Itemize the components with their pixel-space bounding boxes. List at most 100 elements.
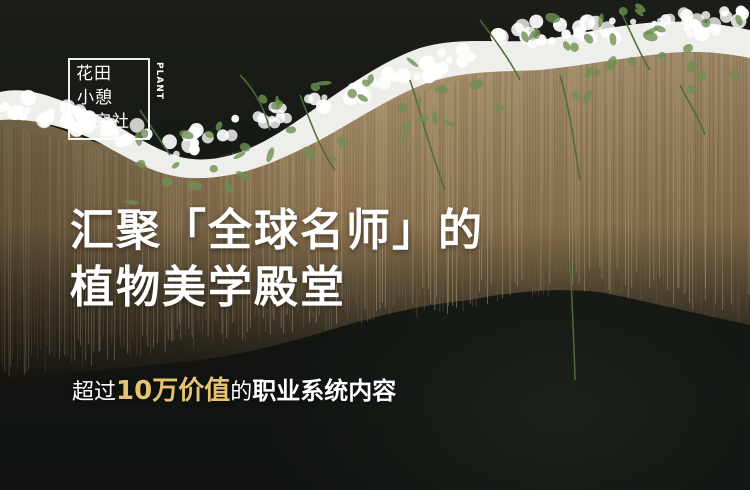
white-bloom	[456, 42, 471, 57]
green-leaf	[521, 31, 529, 43]
green-leaf	[398, 132, 410, 142]
headline-line2: 植物美学殿堂	[70, 262, 346, 313]
logo-text-line3: 研究社	[76, 112, 130, 132]
white-bloom	[419, 55, 436, 72]
brand-logo: 花田 小憩 研究社	[68, 58, 150, 140]
white-bloom	[527, 37, 539, 49]
white-bloom	[268, 115, 276, 123]
subtitle-prefix: 超过	[72, 380, 117, 405]
white-bloom	[456, 54, 469, 68]
green-leaf	[584, 66, 594, 79]
green-leaf	[417, 115, 429, 123]
subtitle-highlight: 10万价值	[116, 376, 231, 406]
green-leaf	[124, 200, 140, 205]
green-leaf	[583, 33, 594, 44]
green-leaf	[134, 161, 147, 169]
white-bloom	[608, 17, 616, 25]
green-leaf	[570, 42, 579, 52]
green-leaf	[239, 142, 251, 152]
subtitle: 超过10万价值的职业系统内容	[72, 376, 396, 408]
white-bloom	[384, 70, 397, 82]
green-leaf	[701, 18, 711, 28]
headline-line1: 汇聚「全球名师」的	[70, 205, 484, 256]
green-leaf	[416, 97, 422, 106]
white-bloom	[686, 30, 694, 38]
white-bloom	[59, 113, 75, 128]
green-leaf	[310, 82, 320, 92]
green-leaf	[179, 130, 194, 140]
green-leaf	[302, 146, 316, 159]
green-leaf	[347, 88, 357, 99]
green-leaf	[162, 177, 173, 188]
green-leaf	[236, 171, 250, 180]
green-leaf	[266, 147, 275, 163]
green-leaf	[635, 3, 646, 13]
white-bloom	[437, 48, 446, 58]
green-leaf	[686, 84, 696, 94]
green-leaf	[598, 13, 604, 28]
green-leaf	[367, 74, 374, 84]
white-bloom	[413, 73, 422, 81]
green-leaf	[406, 57, 419, 67]
white-bloom	[629, 18, 637, 25]
green-leaf	[330, 155, 338, 163]
white-bloom	[445, 56, 453, 64]
white-bloom	[693, 25, 710, 42]
green-leaf	[682, 43, 693, 53]
white-bloom	[23, 107, 31, 115]
white-bloom	[435, 61, 449, 75]
white-bloom	[80, 117, 96, 133]
green-leaf	[697, 70, 707, 81]
white-flower-ridge	[0, 21, 750, 179]
white-bloom	[548, 36, 557, 45]
green-leaf	[171, 161, 180, 169]
green-leaf	[258, 94, 268, 104]
green-leaf	[432, 110, 438, 126]
green-leaf	[562, 41, 571, 51]
white-bloom	[20, 89, 37, 106]
white-bloom	[656, 17, 664, 25]
green-leaf	[583, 89, 593, 104]
white-bloom	[466, 51, 477, 62]
green-leaf	[728, 71, 741, 80]
green-leaf	[337, 136, 347, 148]
green-leaf	[642, 30, 658, 42]
white-bloom	[190, 138, 200, 148]
white-bloom	[59, 99, 76, 116]
white-bloom	[579, 14, 596, 31]
green-leaf	[528, 28, 538, 40]
green-leaf	[285, 126, 297, 134]
white-bloom	[677, 7, 690, 20]
green-leaf	[357, 94, 368, 102]
white-bloom	[216, 129, 229, 142]
green-leaf	[402, 122, 411, 132]
green-leaf	[271, 100, 283, 110]
green-leaf	[594, 69, 601, 77]
green-leaf	[687, 60, 697, 73]
green-leaf	[618, 6, 628, 16]
green-leaf	[139, 128, 149, 138]
green-leaf	[572, 91, 580, 101]
white-bloom	[231, 114, 240, 123]
logo-text-line2: 小憩	[77, 88, 113, 108]
white-bloom	[108, 117, 117, 126]
white-bloom	[651, 20, 658, 28]
green-leaf	[492, 102, 505, 110]
green-leaf	[735, 14, 743, 26]
white-bloom	[110, 128, 120, 139]
green-leaf	[634, 9, 644, 17]
white-bloom	[129, 118, 145, 133]
green-leaf	[224, 182, 234, 194]
green-leaves	[124, 3, 743, 205]
green-vines	[139, 9, 706, 381]
white-bloom	[529, 14, 544, 29]
white-bloom	[561, 29, 571, 39]
white-bloom	[719, 10, 733, 23]
green-leaf	[205, 130, 214, 139]
green-leaf	[627, 56, 637, 67]
logo-side-text: PLANT	[154, 62, 164, 100]
white-bloom	[189, 145, 200, 156]
green-leaf	[315, 80, 332, 86]
logo-text-line1: 花田	[76, 64, 112, 84]
